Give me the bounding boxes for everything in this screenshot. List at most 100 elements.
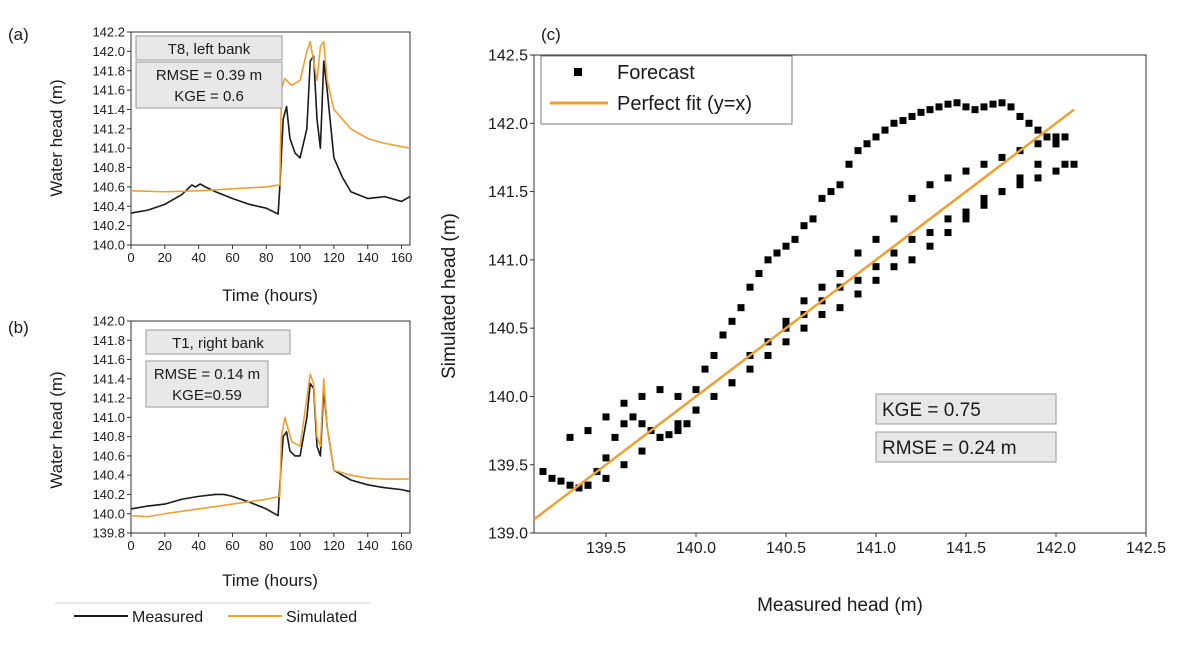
forecast-point bbox=[791, 235, 799, 243]
forecast-point bbox=[872, 133, 880, 141]
panel-b-ytick-label: 141.8 bbox=[92, 333, 125, 348]
panel-b-metrics-box bbox=[145, 360, 269, 408]
forecast-point bbox=[1061, 133, 1069, 141]
panel-b-ytick-label: 140.6 bbox=[92, 448, 125, 463]
panel-c-xtick-label: 141.0 bbox=[856, 540, 896, 557]
forecast-point bbox=[638, 420, 646, 428]
forecast-point bbox=[566, 433, 574, 441]
forecast-point bbox=[863, 140, 871, 148]
panel-b-ytick-label: 141.2 bbox=[92, 391, 125, 406]
forecast-point bbox=[1034, 126, 1042, 134]
panel-c-xtick-label: 139.5 bbox=[586, 540, 626, 557]
panel-a-ytick-label: 141.2 bbox=[92, 121, 125, 136]
forecast-point bbox=[908, 256, 916, 264]
panel-b-plot-frame bbox=[130, 320, 411, 534]
forecast-point bbox=[674, 392, 682, 400]
forecast-point bbox=[674, 420, 682, 428]
panel-c-ytick-label: 139.0 bbox=[488, 526, 528, 543]
panel-b-ytick-label: 141.4 bbox=[92, 371, 125, 386]
panel-a-rmse: RMSE = 0.39 m bbox=[156, 67, 262, 84]
forecast-point bbox=[584, 481, 592, 489]
forecast-point bbox=[1016, 174, 1024, 182]
forecast-point bbox=[575, 484, 583, 492]
forecast-point bbox=[755, 270, 763, 278]
forecast-point bbox=[656, 433, 664, 441]
panel-c-xtick-label: 142.5 bbox=[1126, 540, 1166, 557]
panel-c-ytick-label: 140.5 bbox=[488, 321, 528, 338]
forecast-point bbox=[566, 481, 574, 489]
panel-c-rmse: RMSE = 0.24 m bbox=[882, 438, 1017, 459]
forecast-point bbox=[1007, 103, 1015, 111]
forecast-point bbox=[1052, 133, 1060, 141]
panel-a-ytick-label: 142.0 bbox=[92, 44, 125, 59]
forecast-point bbox=[710, 392, 718, 400]
panel-c-ytick-label: 141.5 bbox=[488, 184, 528, 201]
panel-a-xtick-label: 60 bbox=[225, 250, 239, 265]
forecast-point bbox=[926, 242, 934, 250]
panel-b-xtick-label: 20 bbox=[158, 538, 172, 553]
panel-a-ytick-label: 141.8 bbox=[92, 63, 125, 78]
panel-c-rmse-box bbox=[875, 431, 1057, 463]
forecast-point bbox=[1016, 181, 1024, 189]
panel-c-xtick-label: 140.5 bbox=[766, 540, 806, 557]
panel-b-xtick-label: 0 bbox=[127, 538, 134, 553]
forecast-point bbox=[953, 99, 961, 107]
forecast-point bbox=[728, 379, 736, 387]
forecast-point bbox=[854, 147, 862, 155]
panel-c-ytick-label: 142.0 bbox=[488, 116, 528, 133]
forecast-point bbox=[602, 454, 610, 462]
forecast-point bbox=[881, 126, 889, 134]
forecast-point bbox=[764, 351, 772, 359]
forecast-point bbox=[836, 304, 844, 312]
forecast-point bbox=[1061, 160, 1069, 168]
forecast-point bbox=[908, 194, 916, 202]
forecast-point bbox=[926, 181, 934, 189]
panel-c: (c) 139.5 140.0 140.5 141.0 141.5 142.0 142.5 1… bbox=[439, 25, 1166, 616]
forecast-point bbox=[746, 365, 754, 373]
panel-a-series-simulated bbox=[130, 40, 411, 193]
forecast-point bbox=[962, 215, 970, 223]
panel-a-xtick-label: 80 bbox=[259, 250, 273, 265]
forecast-point bbox=[944, 174, 952, 182]
forecast-point bbox=[980, 201, 988, 209]
forecast-point bbox=[620, 461, 628, 469]
shared-legend: Measured Simulated bbox=[55, 602, 370, 626]
forecast-point bbox=[737, 304, 745, 312]
forecast-point bbox=[971, 106, 979, 114]
panel-a-ytick-label: 141.4 bbox=[92, 102, 125, 117]
legend-measured-label: Measured bbox=[132, 609, 203, 626]
legend-perfect-fit-label: Perfect fit (y=x) bbox=[617, 93, 752, 115]
forecast-point bbox=[836, 181, 844, 189]
panel-b-xtick-label: 100 bbox=[289, 538, 311, 553]
forecast-point bbox=[899, 117, 907, 125]
panel-b-xtick-label: 80 bbox=[259, 538, 273, 553]
panel-a-ylabel: Water head (m) bbox=[47, 79, 66, 196]
forecast-point bbox=[809, 215, 817, 223]
forecast-point bbox=[890, 119, 898, 127]
forecast-point bbox=[1034, 174, 1042, 182]
panel-b-ytick-label: 140.4 bbox=[92, 468, 125, 483]
forecast-point bbox=[602, 413, 610, 421]
panel-c-plot-frame bbox=[533, 54, 1147, 534]
panel-c-ytick-label: 139.5 bbox=[488, 457, 528, 474]
forecast-point bbox=[719, 331, 727, 339]
forecast-point bbox=[908, 235, 916, 243]
panel-a-series-measured bbox=[130, 55, 411, 215]
forecast-point bbox=[1043, 133, 1051, 141]
forecast-point bbox=[1052, 167, 1060, 175]
forecast-point bbox=[926, 229, 934, 237]
forecast-point bbox=[854, 276, 862, 284]
panel-b-xlabel: Time (hours) bbox=[222, 571, 318, 590]
forecast-point bbox=[692, 406, 700, 414]
forecast-point bbox=[692, 386, 700, 394]
forecast-point bbox=[836, 270, 844, 278]
forecast-point bbox=[638, 447, 646, 455]
panel-b-ytick-label: 140.8 bbox=[92, 429, 125, 444]
panel-a-kge: KGE = 0.6 bbox=[174, 88, 244, 105]
forecast-point bbox=[764, 256, 772, 264]
panel-a-station-box bbox=[135, 35, 283, 61]
forecast-point bbox=[629, 413, 637, 421]
panel-a-xtick-label: 160 bbox=[391, 250, 413, 265]
legend-forecast-swatch bbox=[574, 68, 582, 76]
panel-c-ytick-label: 141.0 bbox=[488, 252, 528, 269]
